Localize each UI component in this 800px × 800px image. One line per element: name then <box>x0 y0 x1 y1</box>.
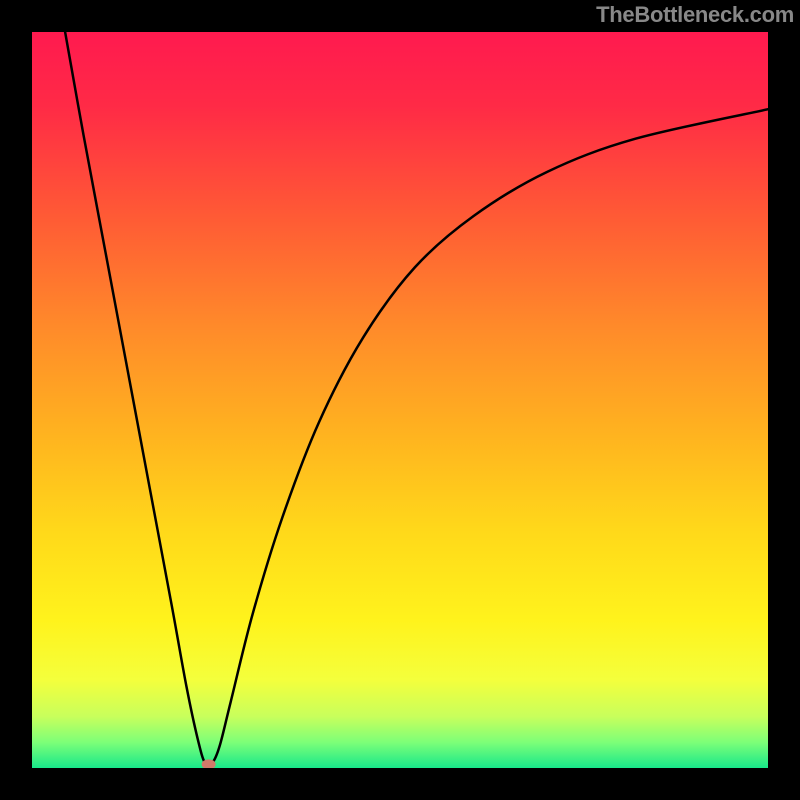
optimal-point-marker <box>202 759 216 769</box>
bottleneck-chart: TheBottleneck.com <box>0 0 800 800</box>
watermark-text: TheBottleneck.com <box>596 2 794 28</box>
chart-background <box>32 32 768 768</box>
chart-svg <box>0 0 800 800</box>
